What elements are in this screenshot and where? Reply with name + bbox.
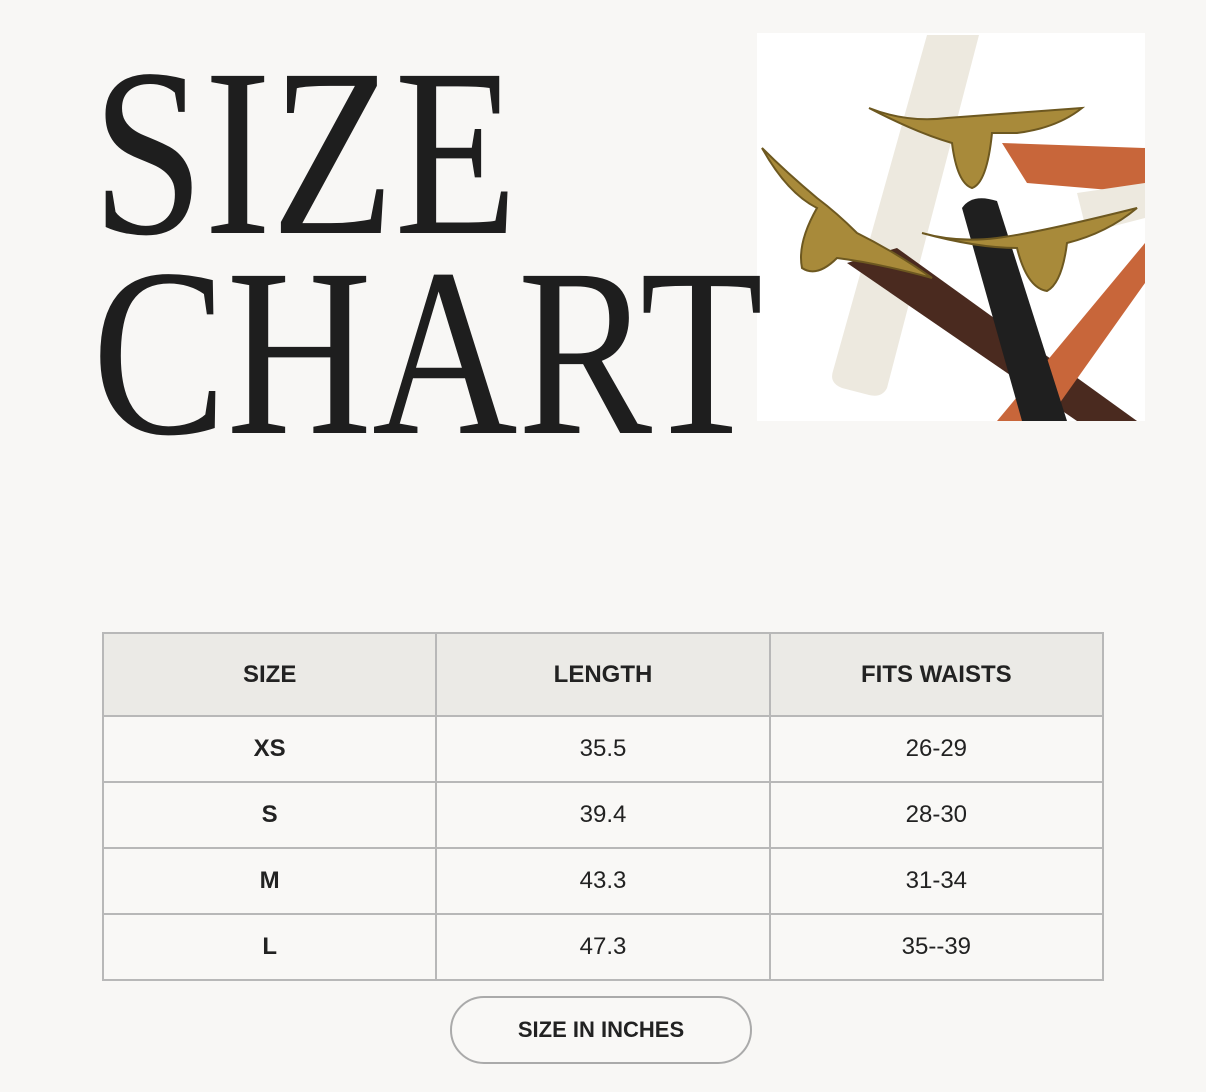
cell-length: 35.5 bbox=[435, 715, 771, 783]
cell-size: L bbox=[101, 913, 438, 981]
table-row: M 43.3 31-34 bbox=[101, 847, 1105, 915]
table-row: XS 35.5 26-29 bbox=[101, 715, 1105, 783]
cell-waist: 26-29 bbox=[768, 715, 1105, 783]
size-table: SIZE LENGTH FITS WAISTS XS 35.5 26-29 S … bbox=[101, 632, 1105, 981]
table-header-row: SIZE LENGTH FITS WAISTS bbox=[101, 632, 1105, 717]
cell-waist: 31-34 bbox=[768, 847, 1105, 915]
page-title: SIZE CHART bbox=[92, 19, 764, 485]
header-fits-waists: FITS WAISTS bbox=[768, 632, 1105, 717]
title-line-2: CHART bbox=[92, 219, 764, 485]
cell-size: S bbox=[101, 781, 438, 849]
header-size: SIZE bbox=[101, 632, 438, 717]
table-row: S 39.4 28-30 bbox=[101, 781, 1105, 849]
cell-waist: 35--39 bbox=[768, 913, 1105, 981]
table-row: L 47.3 35--39 bbox=[101, 913, 1105, 981]
header-length: LENGTH bbox=[435, 632, 771, 717]
cell-length: 43.3 bbox=[435, 847, 771, 915]
product-photo bbox=[757, 33, 1145, 421]
cell-size: M bbox=[101, 847, 438, 915]
longhorn-belt-photo-icon bbox=[761, 35, 1145, 421]
cell-length: 39.4 bbox=[435, 781, 771, 849]
cell-size: XS bbox=[101, 715, 438, 783]
cell-waist: 28-30 bbox=[768, 781, 1105, 849]
cell-length: 47.3 bbox=[435, 913, 771, 981]
title-line-1: SIZE bbox=[92, 19, 518, 285]
size-in-inches-button[interactable]: SIZE IN INCHES bbox=[450, 996, 752, 1064]
